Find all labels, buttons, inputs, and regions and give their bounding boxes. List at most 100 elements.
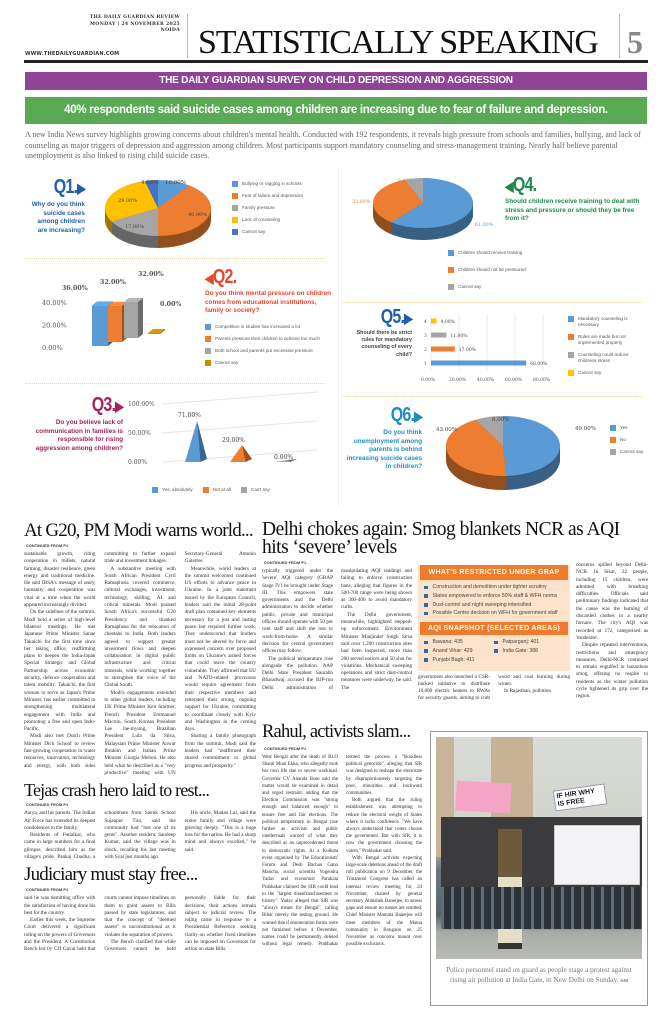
pie-slice — [158, 180, 190, 208]
pie-slice — [446, 419, 507, 476]
grap-box: WHAT'S RESTRICTED UNDER GRAP Constructio… — [418, 565, 570, 671]
divider — [25, 383, 325, 384]
delhi-body-middle: government also launched a CSR-backed in… — [418, 674, 570, 703]
paragraph: On the sidelines of the summit, Modi hel… — [24, 609, 96, 733]
pie-slice — [503, 416, 560, 476]
survey-charts: 10.00%40.00%17.00%29.00%4.00%0.00%20.00%… — [42, 178, 596, 490]
pie-slice — [391, 178, 473, 228]
pie-slice — [111, 208, 158, 236]
legend-swatch — [232, 193, 238, 199]
legend-item: Family pressure — [232, 205, 332, 211]
barricade — [441, 887, 642, 929]
website-link[interactable]: WWW.THEDAILYGUARDIAN.COM — [25, 51, 120, 57]
paragraph: Modi's engagements extended to other glo… — [104, 551, 256, 776]
q5-number: Q5.▶ — [380, 306, 413, 328]
legend-swatch — [448, 284, 454, 290]
list-item: Punjabi Bagh: 411 — [424, 656, 494, 665]
legend-swatch — [205, 348, 211, 354]
paragraph: typically triggered under the 'severe' A… — [262, 568, 333, 655]
grap-list: Construction and demolition under tighte… — [418, 580, 570, 622]
pyramid-side — [197, 420, 207, 462]
pie-slice — [158, 185, 211, 236]
list-item: Possible Centre decision on WFH for gove… — [424, 609, 564, 618]
paragraph: His uncle, Madan Lal, said the entire fa… — [184, 810, 256, 853]
legend-label: Lack of counseling — [242, 217, 281, 222]
legend-label: Cannot say — [458, 284, 482, 289]
legend-label: No — [620, 437, 626, 442]
g20-headline[interactable]: At G20, PM Modi warns world... — [24, 520, 254, 541]
q1-question: Why do you think suicide cases among chi… — [31, 201, 85, 234]
legend-item: Cannot say — [448, 284, 598, 290]
paper-name: THE DAILY GUARDIAN REVIEW — [89, 15, 180, 20]
paragraph: Meanwhile, world leaders at the summit w… — [184, 565, 256, 733]
delhi-left-column: CONTINUED FROM P1 typically triggered un… — [262, 561, 412, 692]
legend-label: Cannot say — [578, 370, 602, 375]
legend-swatch — [610, 437, 616, 443]
legend-label: Cannot say — [215, 360, 239, 365]
q3-header: Q3.▶ Do you believe lack of communicatio… — [28, 394, 124, 453]
data-label: 49.00% — [575, 426, 596, 432]
data-label: 61.00% — [475, 222, 494, 228]
bar — [431, 318, 437, 324]
list-item: Construction and demolition under tighte… — [424, 583, 564, 592]
y-tick-label: 100.00% — [128, 401, 155, 408]
q6-header: Q6.▶ Do you think unemployment among par… — [340, 404, 423, 472]
judiciary-headline[interactable]: Judiciary must stay free... — [24, 864, 198, 886]
hindi-banner — [554, 825, 640, 885]
paragraph: Aarya, and his parents. The Indian Air F… — [24, 810, 96, 831]
survey-intro: A new India News survey highlights growi… — [25, 130, 641, 160]
legend-swatch — [568, 334, 574, 340]
list-item: India Gate: 388 — [494, 647, 564, 656]
legend-label: Rules are made but not implemented prope… — [578, 334, 626, 345]
pink-placard — [455, 780, 512, 814]
bar-side — [138, 297, 143, 338]
delhi-headline[interactable]: Delhi chokes again: Smog blankets NCR as… — [262, 519, 620, 558]
data-label: 43.00% — [436, 427, 457, 433]
continued-label: CONTINUED FROM P1 — [264, 561, 307, 565]
legend-item: Can't say — [240, 487, 270, 493]
legend-item: Fear of failure and depression — [232, 193, 332, 199]
legend-item: No — [610, 437, 652, 443]
paragraph: West Bengal after the death of BLO Shant… — [262, 754, 422, 948]
data-label: 4.00% — [141, 180, 158, 186]
x-tick-label: 40.00% — [477, 377, 495, 383]
bar — [108, 305, 122, 342]
pyramid-side — [242, 445, 252, 462]
paragraph: The political temperature rose alongside… — [262, 568, 412, 691]
list-item: States empowered to enforce 50% staff & … — [424, 592, 564, 601]
legend-swatch — [610, 425, 616, 431]
legend-item: Cannot say — [205, 360, 330, 366]
legend-label: Can't say — [250, 487, 270, 492]
paragraph: government also launched a CSR-backed in… — [418, 673, 570, 702]
bar — [92, 305, 108, 346]
delhi-middle-column: WHAT'S RESTRICTED UNDER GRAP Constructio… — [418, 563, 570, 703]
divider — [619, 14, 620, 58]
legend-swatch — [205, 360, 211, 366]
x-tick-label: 0.00% — [421, 377, 436, 383]
delhi-body-right: concerns spilled beyond Delhi-NCR. In Si… — [576, 562, 648, 701]
paragraph: With Bengal activists expecting large-sc… — [346, 854, 422, 948]
pyramid — [185, 420, 201, 462]
legend-swatch — [205, 336, 211, 342]
legend-swatch — [152, 487, 158, 493]
y-tick-label: 20.00% — [42, 321, 67, 329]
paragraph: The Bench clarified that while Governors… — [104, 895, 256, 953]
continued-label: CONTINUED FROM P1 — [264, 747, 307, 751]
legend-item: Parents pressure their children to achie… — [205, 336, 330, 342]
aqi-list: Bawana: 435 Anand Vihar: 429 Punjabi Bagh:… — [418, 635, 570, 668]
legend-item: Lack of counseling — [232, 217, 332, 223]
issue-date: MONDAY | 24 NOVEMBER 2025 — [89, 21, 180, 27]
list-item: Patparganj: 401 — [494, 638, 564, 647]
legend-label: Counseling could reduce childrens stress — [578, 352, 629, 363]
tejas-headline[interactable]: Tejas crash hero laid to rest... — [24, 780, 210, 801]
legend-label: Children should receive training — [458, 250, 523, 255]
legend-item: Not at all — [202, 487, 231, 493]
legend-swatch — [232, 229, 238, 235]
data-label: 33.00% — [352, 199, 371, 205]
pyramid — [230, 445, 246, 462]
data-label: 40.00% — [188, 212, 207, 218]
legend-swatch — [202, 487, 209, 493]
row-label: 2 — [424, 347, 427, 353]
rahul-headline[interactable]: Rahul, activists slam... — [262, 722, 411, 742]
legend-label: Yes — [620, 425, 628, 430]
